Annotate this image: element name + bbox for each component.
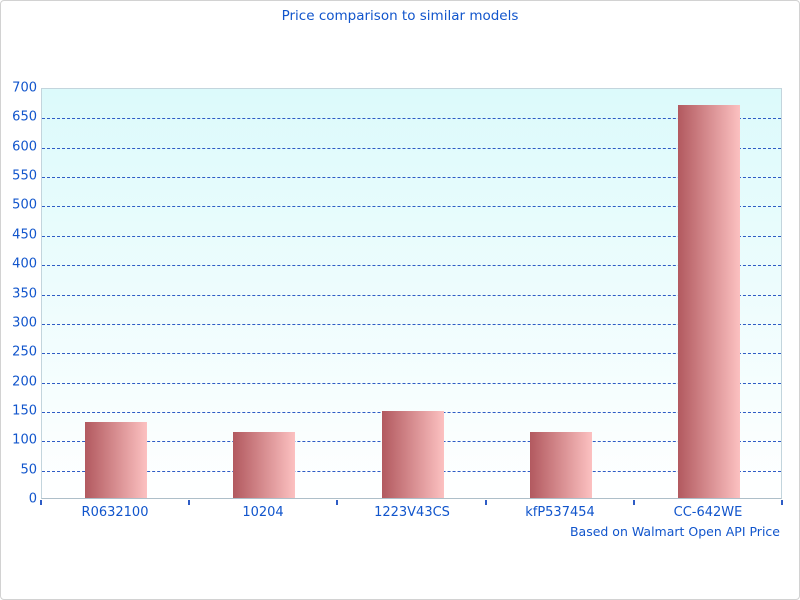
y-axis-label-650: 650 bbox=[12, 109, 37, 125]
plot-area bbox=[41, 88, 782, 499]
gridline-200 bbox=[42, 382, 781, 384]
x-axis-label-CC-642WE: CC-642WE bbox=[673, 505, 743, 520]
x-axis-tick bbox=[485, 500, 487, 505]
gridline-450 bbox=[42, 235, 781, 237]
y-axis-label-0: 0 bbox=[28, 491, 37, 507]
gridline-250 bbox=[42, 353, 781, 355]
y-axis-label-200: 200 bbox=[12, 374, 37, 390]
y-axis-label-50: 50 bbox=[20, 462, 37, 478]
gridline-650 bbox=[42, 118, 781, 120]
x-axis-label-1223V43CS: 1223V43CS bbox=[374, 505, 450, 520]
y-axis-label-250: 250 bbox=[12, 344, 37, 360]
x-axis-label-R0632100: R0632100 bbox=[81, 505, 149, 520]
gridline-550 bbox=[42, 177, 781, 179]
chart-footnote: Based on Walmart Open API Price bbox=[569, 524, 780, 539]
x-axis-tick bbox=[188, 500, 190, 505]
gridline-600 bbox=[42, 147, 781, 149]
bar-10204 bbox=[233, 432, 295, 498]
gridline-400 bbox=[42, 265, 781, 267]
x-axis-tick bbox=[633, 500, 635, 505]
x-axis-label-kfP537454: kfP537454 bbox=[525, 505, 595, 520]
y-axis-label-700: 700 bbox=[12, 80, 37, 96]
x-axis-tick bbox=[781, 500, 783, 505]
y-axis-label-600: 600 bbox=[12, 139, 37, 155]
y-axis-label-550: 550 bbox=[12, 168, 37, 184]
gridline-300 bbox=[42, 323, 781, 325]
bar-1223V43CS bbox=[382, 411, 444, 498]
y-axis-label-400: 400 bbox=[12, 256, 37, 272]
y-axis-label-450: 450 bbox=[12, 227, 37, 243]
bar-R0632100 bbox=[85, 422, 147, 498]
bar-kfP537454 bbox=[530, 432, 592, 498]
y-axis-label-150: 150 bbox=[12, 403, 37, 419]
chart-title: Price comparison to similar models bbox=[281, 8, 519, 24]
bar-CC-642WE bbox=[678, 105, 740, 498]
gridline-350 bbox=[42, 294, 781, 296]
y-axis-label-300: 300 bbox=[12, 315, 37, 331]
y-axis-label-500: 500 bbox=[12, 197, 37, 213]
y-axis-label-100: 100 bbox=[12, 432, 37, 448]
y-axis-label-350: 350 bbox=[12, 286, 37, 301]
x-axis-tick bbox=[336, 500, 338, 505]
gridline-500 bbox=[42, 206, 781, 208]
x-axis-tick bbox=[40, 500, 42, 505]
x-axis-label-10204: 10204 bbox=[242, 505, 284, 520]
